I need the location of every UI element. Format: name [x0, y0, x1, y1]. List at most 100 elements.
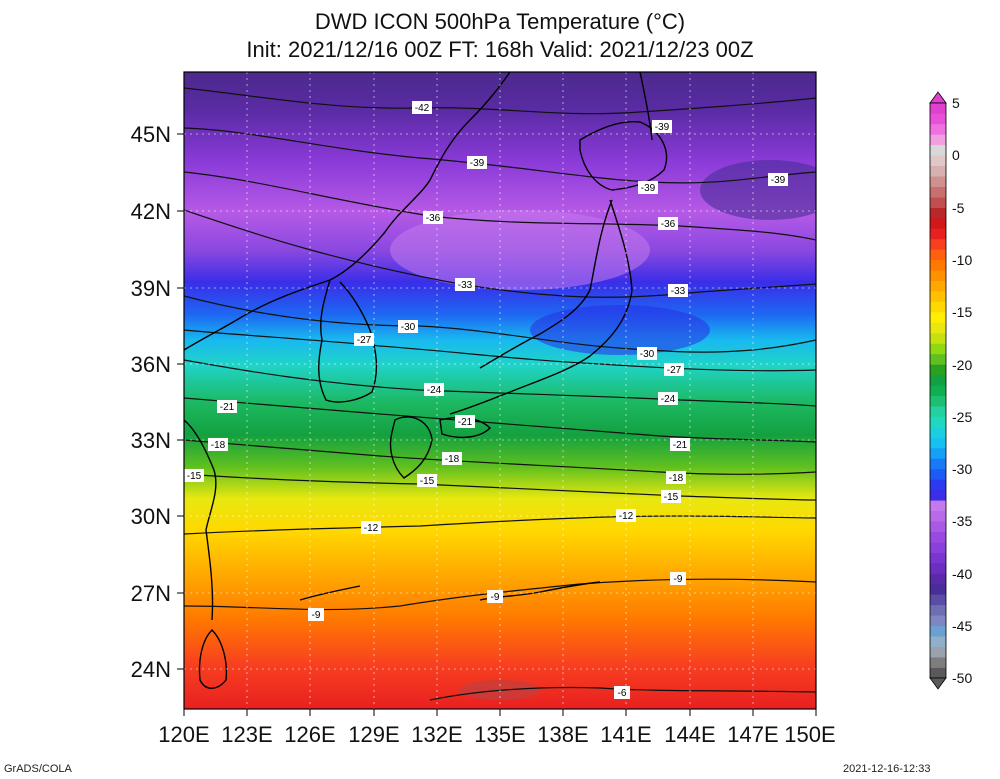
- contour-label: -12: [361, 521, 381, 534]
- contour-label: -12: [616, 509, 636, 522]
- colorbar-swatch: [930, 646, 946, 658]
- svg-text:-24: -24: [661, 394, 676, 405]
- contour-label: -18: [208, 438, 228, 451]
- colorbar-swatch: [930, 186, 946, 198]
- colorbar-swatch: [930, 510, 946, 522]
- footer-software-label: GrADS/COLA: [4, 763, 72, 775]
- isotherm-lines: [184, 87, 816, 701]
- svg-text:-12: -12: [364, 523, 379, 534]
- colorbar-swatch: [930, 479, 946, 491]
- colorbar-swatch: [930, 395, 946, 407]
- svg-text:-36: -36: [426, 213, 441, 224]
- contour-label: -33: [455, 278, 475, 291]
- svg-text:-21: -21: [458, 417, 473, 428]
- lon-tick-label: 129E: [348, 722, 399, 747]
- svg-text:-18: -18: [669, 473, 684, 484]
- map-title: DWD ICON 500hPa Temperature (°C): [314, 9, 686, 34]
- colorbar-swatch: [930, 594, 946, 606]
- colorbar-swatch: [930, 489, 946, 501]
- svg-text:-27: -27: [667, 365, 682, 376]
- contour-label: -9: [308, 608, 324, 621]
- colorbar-swatch: [930, 144, 946, 156]
- lat-tick-label: 24N: [131, 657, 171, 682]
- colorbar-top-arrow: [929, 91, 947, 104]
- colorbar-swatch: [930, 427, 946, 438]
- svg-text:-18: -18: [211, 440, 226, 451]
- colorbar-tick-label: -45: [952, 618, 972, 634]
- colorbar-swatches: [929, 102, 947, 679]
- colorbar-swatch: [930, 353, 946, 365]
- colorbar-swatch: [930, 563, 946, 574]
- contour-label: -36: [658, 217, 678, 230]
- plot-area: -42 -39 -39 -39 -39 -36 -36 -33 -33 -30 …: [184, 72, 816, 709]
- colorbar-swatch: [930, 207, 946, 219]
- lon-tick-label: 123E: [221, 722, 272, 747]
- colorbar-swatch: [930, 322, 946, 334]
- contour-label: -30: [398, 320, 418, 333]
- colorbar-swatch: [930, 636, 946, 647]
- svg-text:-33: -33: [671, 286, 686, 297]
- colorbar-swatch: [930, 176, 946, 187]
- lat-tick-label: 45N: [131, 122, 171, 147]
- colorbar-swatch: [930, 123, 946, 135]
- colorbar-swatch: [930, 406, 946, 417]
- lat-tick-label: 42N: [131, 199, 171, 224]
- lat-tick-label: 33N: [131, 428, 171, 453]
- svg-text:-21: -21: [220, 402, 235, 413]
- svg-text:-30: -30: [401, 322, 416, 333]
- svg-text:-39: -39: [771, 175, 786, 186]
- colorbar-tick-label: 0: [952, 147, 960, 163]
- colorbar-swatch: [930, 197, 946, 208]
- contour-label: -24: [424, 383, 444, 396]
- contour-label: -39: [467, 156, 487, 169]
- lon-tick-label: 144E: [664, 722, 715, 747]
- colorbar-tick-label: -5: [952, 200, 965, 216]
- contour-label: -9: [670, 572, 686, 585]
- colorbar-swatch: [930, 333, 946, 344]
- colorbar-swatch: [930, 155, 946, 167]
- colorbar-swatch: [930, 385, 946, 397]
- colorbar: 5 0 -5 -10 -15 -20 -25 -30 -35 -40 -45 -…: [929, 91, 972, 690]
- contour-label: -33: [668, 284, 688, 297]
- contour-label: -15: [661, 490, 681, 503]
- cold-pocket-northeast: [700, 160, 816, 220]
- colorbar-swatch: [930, 134, 946, 146]
- colorbar-swatch: [930, 448, 946, 459]
- lon-tick-label: 135E: [474, 722, 525, 747]
- lon-tick-label: 150E: [784, 722, 835, 747]
- lat-axis-labels: 45N 42N 39N 36N 33N 30N 27N 24N: [131, 122, 171, 682]
- lat-tick-label: 39N: [131, 276, 171, 301]
- colorbar-swatch: [930, 364, 946, 376]
- contour-label: -21: [670, 438, 690, 451]
- contour-label: -36: [423, 211, 443, 224]
- contour-label: -21: [217, 400, 237, 413]
- colorbar-swatch: [930, 291, 946, 302]
- lon-tick-label: 141E: [600, 722, 651, 747]
- svg-text:-24: -24: [427, 385, 442, 396]
- colorbar-swatch: [930, 228, 946, 240]
- lon-tick-label: 126E: [284, 722, 335, 747]
- warm-pocket-sea-of-japan: [390, 210, 650, 290]
- contour-label: -18: [442, 452, 462, 465]
- colorbar-swatch: [930, 312, 946, 323]
- colorbar-swatch: [930, 343, 946, 355]
- svg-text:-9: -9: [491, 592, 500, 603]
- contour-label: -39: [652, 120, 672, 133]
- contour-label: -27: [354, 333, 374, 346]
- svg-text:-39: -39: [641, 183, 656, 194]
- lon-tick-label: 132E: [411, 722, 462, 747]
- lon-tick-label: 120E: [158, 722, 209, 747]
- footer-timestamp: 2021-12-16-12:33: [843, 763, 931, 775]
- contour-label: -15: [184, 469, 204, 482]
- colorbar-tick-label: -40: [952, 566, 972, 582]
- svg-text:-15: -15: [664, 492, 679, 503]
- colorbar-swatch: [930, 458, 946, 470]
- colorbar-swatch: [930, 249, 946, 261]
- lat-tick-label: 36N: [131, 352, 171, 377]
- svg-text:-33: -33: [458, 280, 473, 291]
- colorbar-swatch: [930, 280, 946, 292]
- svg-text:-36: -36: [661, 219, 676, 230]
- svg-text:-15: -15: [187, 471, 202, 482]
- contour-label: -18: [666, 471, 686, 484]
- colorbar-swatch: [930, 374, 946, 386]
